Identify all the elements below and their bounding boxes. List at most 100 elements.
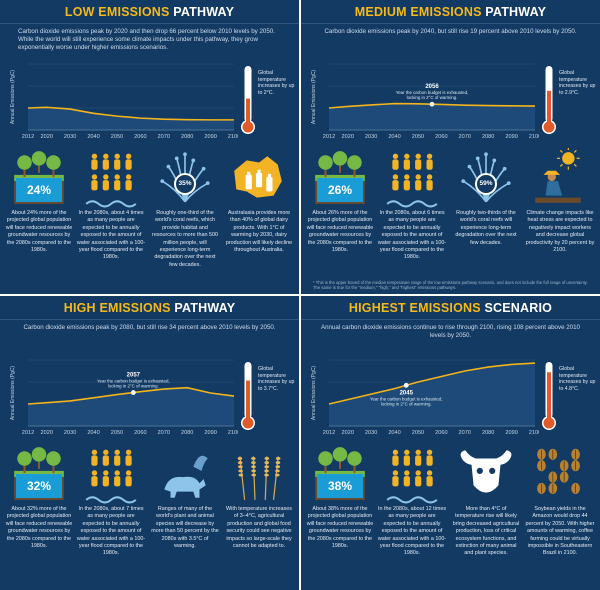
- tree-crown: [318, 155, 333, 170]
- water-wave: [386, 200, 438, 208]
- person-head: [392, 174, 399, 180]
- x-tick-label: 2020: [41, 134, 53, 140]
- person-head: [114, 174, 120, 180]
- panel-summary: Carbon dioxide emissions peak by 2040, b…: [324, 28, 577, 35]
- thermometer-label: Global temperature increases by up to 3.…: [258, 366, 295, 392]
- impact-fact-text: Ranges of many of the world's plant and …: [151, 506, 219, 550]
- high-emissions-panel: HIGH EMISSIONS PATHWAY Carbon dioxide em…: [0, 296, 299, 590]
- impact-icon-slot: [224, 148, 290, 208]
- wheat-grain: [275, 469, 280, 473]
- person-head: [114, 470, 120, 476]
- farmer-body: [545, 181, 563, 196]
- farmer-icon: [535, 146, 581, 203]
- percentage-badge: 26%: [317, 178, 363, 202]
- title-main: HIGH EMISSIONS: [63, 301, 175, 315]
- impact-fact-text: Roughly one-third of the world's coral r…: [152, 210, 218, 268]
- panel-title: HIGH EMISSIONS PATHWAY: [0, 296, 299, 320]
- x-tick-label: 2012: [323, 430, 335, 436]
- title-accent: PATHWAY: [174, 301, 236, 315]
- impact-fact-text: In the 2080s, about 6 times as many peop…: [377, 210, 447, 261]
- emissions-chart: 2012 2020 2030 2040 2050 2060 2070 2080 2090 2100…: [10, 359, 238, 436]
- low-emissions-panel: LOW EMISSIONS PATHWAY Carbon dioxide emi…: [0, 0, 299, 294]
- person-body: [426, 455, 433, 466]
- wheat-grain: [264, 473, 269, 477]
- footnote: * This is the upper bound of the median …: [313, 280, 588, 291]
- x-tick-label: 2012: [22, 134, 34, 140]
- title-main: LOW EMISSIONS: [64, 5, 174, 19]
- thermometer-fill: [246, 98, 250, 124]
- person-head: [91, 153, 98, 159]
- x-tick-label: 2090: [204, 430, 216, 436]
- wheat-grain: [237, 461, 243, 465]
- wheat-grain: [251, 461, 256, 465]
- impact-fact-text: In the 2080s, about 7 times as many peop…: [76, 506, 146, 557]
- skull-eye: [489, 467, 496, 474]
- person-body: [403, 159, 410, 170]
- bottle-neck: [247, 171, 251, 175]
- impact-icon-slot: [379, 148, 445, 208]
- panel-title: LOW EMISSIONS PATHWAY: [0, 0, 299, 24]
- thermometer-fill: [246, 380, 250, 420]
- tree-trunk: [324, 168, 327, 177]
- x-tick-label: 2080: [181, 134, 193, 140]
- coral-branch: [184, 182, 209, 203]
- carbon-budget-marker: [130, 390, 136, 395]
- wheat-grain: [264, 469, 269, 473]
- x-tick-label: 2040: [87, 134, 99, 140]
- x-tick-label: 2050: [412, 430, 424, 436]
- person-body: [114, 455, 121, 466]
- person-body: [415, 159, 422, 170]
- thermometer-icon: [542, 66, 556, 134]
- thermometer-bulb: [242, 417, 254, 429]
- x-tick-label: 2100: [228, 134, 238, 140]
- x-tick-label: 2070: [158, 430, 170, 436]
- person-body: [403, 455, 410, 466]
- impact-fact-text: About 32% more of the projected global p…: [5, 506, 73, 550]
- person-head: [103, 449, 109, 455]
- coral-tip: [166, 164, 171, 169]
- impact-icon-slot: [525, 146, 591, 208]
- wheat-grain: [251, 469, 256, 473]
- animals-icon: [164, 455, 208, 498]
- person-body: [426, 476, 433, 487]
- impact-icons: 32%: [0, 444, 299, 504]
- coral-tip: [506, 181, 511, 186]
- tree-trunk: [37, 164, 41, 173]
- person-body: [415, 180, 422, 191]
- coral-branch: [462, 180, 487, 203]
- panel-title: HIGHEST EMISSIONS SCENARIO: [301, 296, 600, 320]
- y-axis-label: Annual Emissions (PgC): [10, 366, 16, 421]
- title-accent: SCENARIO: [484, 301, 553, 315]
- wheat-grain: [275, 461, 281, 465]
- coral-tip: [183, 152, 187, 157]
- emissions-chart: 2012 2020 2030 2040 2050 2060 2070 2080 2090 2100…: [10, 63, 238, 140]
- wheat-grain: [237, 457, 243, 460]
- x-tick-label: 2050: [111, 134, 123, 140]
- carbon-budget-marker: [403, 382, 409, 388]
- marker-note: Year the carbon budget is exhausted,: [396, 90, 469, 95]
- coral-tip: [461, 179, 466, 183]
- skull-icon: [460, 450, 512, 493]
- wheat-grain: [251, 465, 256, 469]
- x-tick-label: 2090: [505, 430, 517, 436]
- x-tick-label: 2060: [134, 134, 146, 140]
- impact-icon-slot: [453, 444, 519, 504]
- farmer-hat: [543, 170, 561, 175]
- coral-branch: [161, 180, 186, 203]
- title-main: MEDIUM EMISSIONS: [354, 5, 486, 19]
- person-body: [125, 180, 132, 191]
- person-head: [404, 174, 410, 180]
- person-body: [392, 455, 399, 466]
- person-head: [103, 153, 109, 159]
- person-head: [103, 470, 109, 476]
- coffee-icon: [537, 448, 580, 495]
- title-main: HIGHEST EMISSIONS: [348, 301, 485, 315]
- impact-fact-text: Roughly two-thirds of the world's coral …: [455, 210, 517, 246]
- impact-fact-text: About 38% more of the projected global p…: [306, 506, 374, 550]
- sun-icon: [562, 152, 575, 165]
- area-fill: [28, 387, 234, 426]
- person-body: [392, 180, 399, 191]
- water-wave: [85, 496, 137, 504]
- marker-year-label: 2045: [400, 390, 414, 396]
- x-tick-label: 2070: [158, 134, 170, 140]
